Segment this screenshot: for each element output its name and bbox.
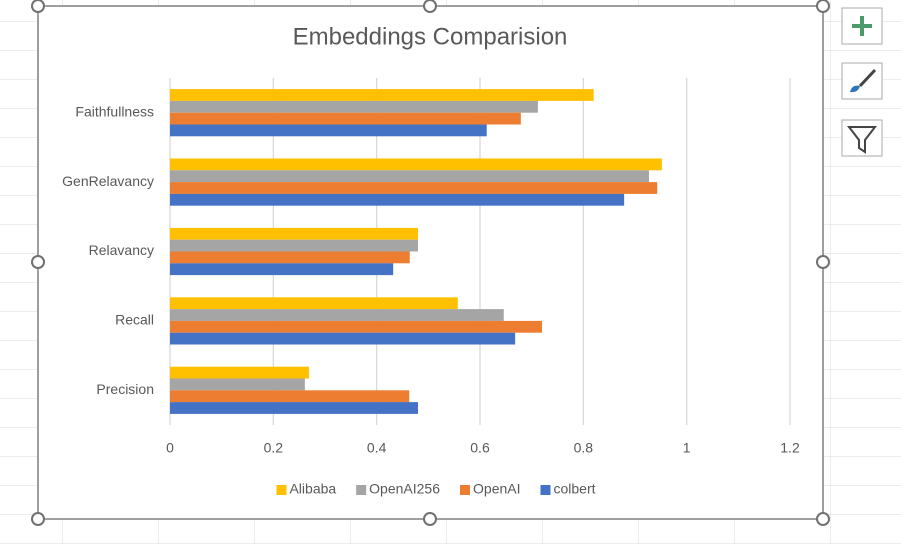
x-tick-label: 0.8 bbox=[574, 440, 594, 456]
bar bbox=[170, 227, 418, 240]
bar bbox=[170, 239, 418, 252]
bar bbox=[170, 263, 394, 276]
y-tick-label: Recall bbox=[115, 312, 154, 328]
x-tick-label: 0 bbox=[166, 440, 174, 456]
bar bbox=[170, 297, 458, 310]
legend-label: Alibaba bbox=[289, 481, 336, 497]
legend-label: colbert bbox=[554, 481, 596, 497]
legend-swatch bbox=[460, 485, 471, 495]
legend-label: OpenAI bbox=[473, 481, 520, 497]
bar bbox=[170, 112, 521, 125]
x-tick-label: 0.4 bbox=[367, 440, 387, 456]
legend-swatch bbox=[276, 485, 287, 495]
bar bbox=[170, 366, 309, 379]
legend-swatch bbox=[356, 485, 367, 495]
chart-styles-button[interactable] bbox=[841, 62, 883, 100]
bar bbox=[170, 158, 662, 171]
bar bbox=[170, 309, 504, 321]
bar bbox=[170, 89, 594, 101]
chart-title: Embeddings Comparision bbox=[293, 23, 568, 50]
y-tick-label: Precision bbox=[96, 381, 154, 397]
bar bbox=[170, 390, 410, 403]
y-tick-label: Relavancy bbox=[89, 242, 154, 258]
x-tick-label: 0.2 bbox=[264, 440, 284, 456]
legend-label: OpenAI256 bbox=[369, 481, 440, 497]
x-tick-label: 1.2 bbox=[780, 440, 800, 456]
resize-handles[interactable] bbox=[31, 0, 830, 526]
bar bbox=[170, 170, 649, 183]
bar bbox=[170, 332, 516, 345]
bar bbox=[170, 251, 410, 264]
legend-swatch bbox=[540, 485, 551, 495]
bar bbox=[170, 193, 625, 206]
y-tick-label: Faithfullness bbox=[75, 103, 154, 119]
x-tick-label: 1 bbox=[683, 440, 691, 456]
bar bbox=[170, 378, 305, 391]
x-tick-label: 0.6 bbox=[470, 440, 490, 456]
bar bbox=[170, 320, 542, 333]
bar bbox=[170, 100, 538, 113]
chart-elements-button[interactable] bbox=[841, 7, 883, 45]
bar bbox=[170, 124, 487, 137]
chart-filters-button[interactable] bbox=[841, 119, 883, 157]
chart-frame[interactable] bbox=[37, 5, 824, 520]
bar bbox=[170, 182, 658, 194]
bar bbox=[170, 402, 418, 414]
y-tick-label: GenRelavancy bbox=[62, 173, 154, 189]
